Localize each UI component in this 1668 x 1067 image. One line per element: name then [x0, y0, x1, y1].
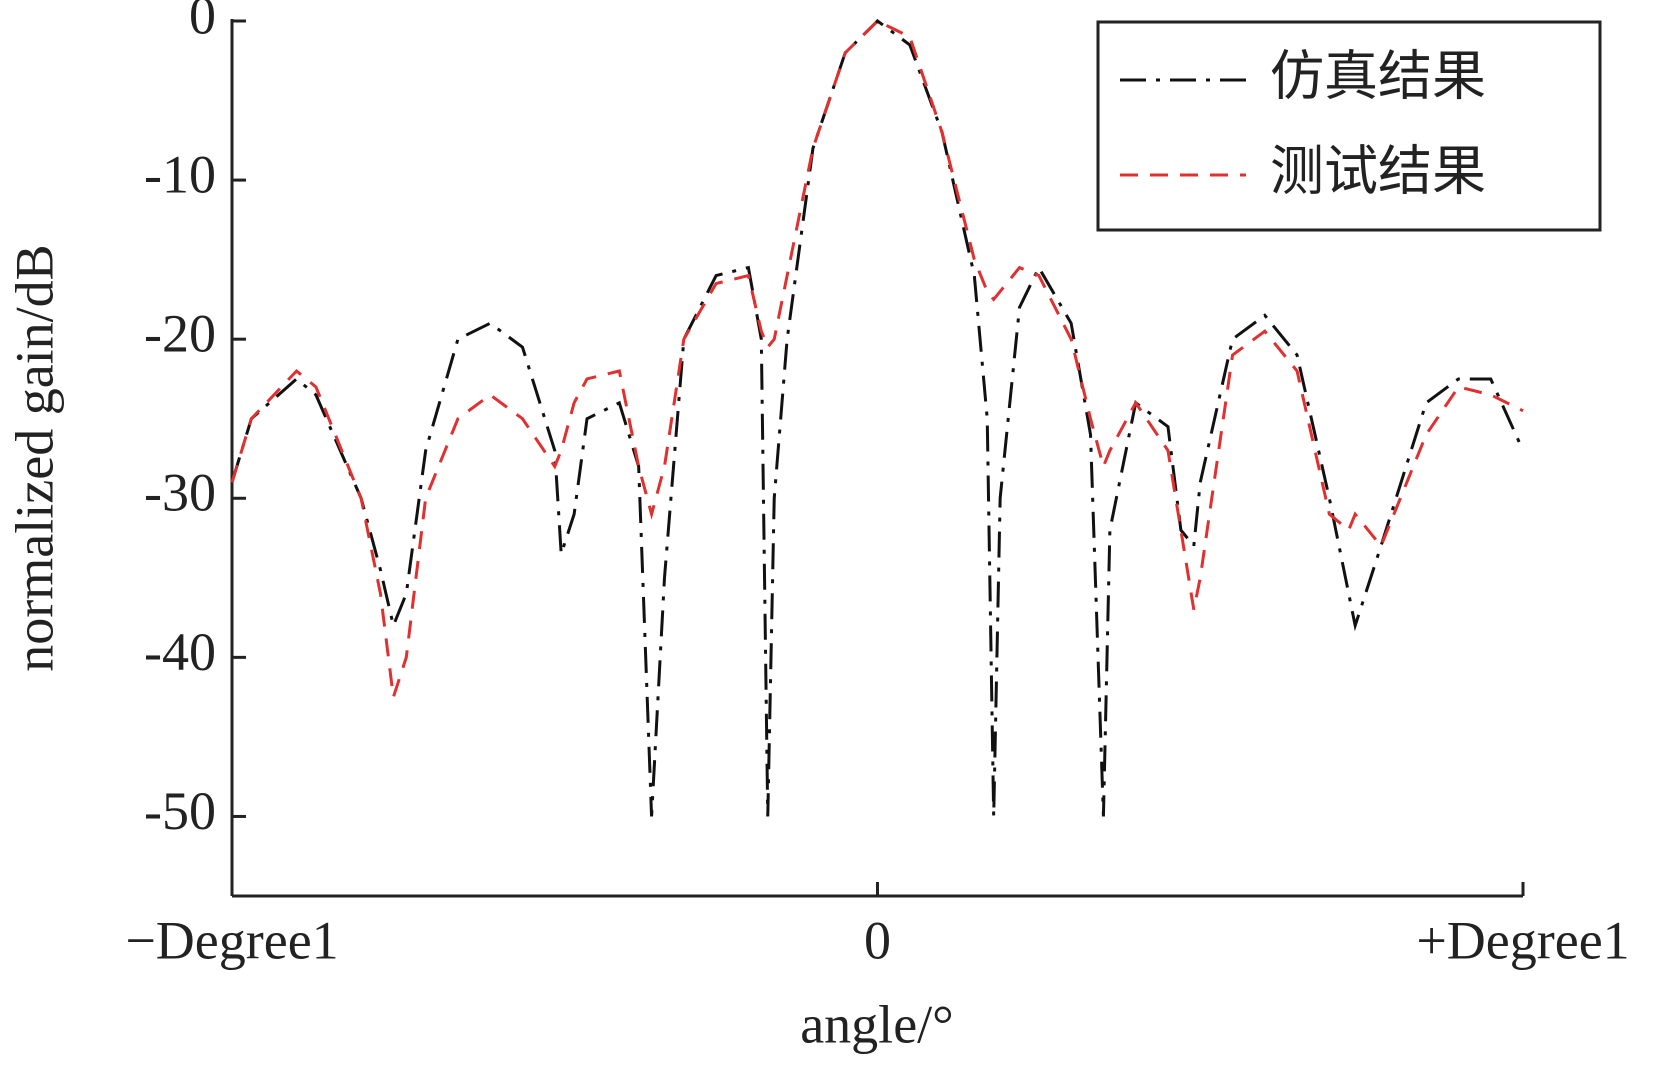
data-line: [230, 19, 1524, 698]
x-tick-label: +Degree1: [1416, 910, 1629, 970]
data-line: [230, 19, 1525, 817]
y-axis-label: normalized gain/dB: [4, 244, 64, 671]
y-tick-label: -10: [144, 144, 216, 204]
x-tick-label: −Degree1: [125, 910, 338, 970]
y-tick-label: 0: [189, 0, 216, 45]
y-tick-label: -40: [144, 622, 216, 682]
legend-label: 测试结果: [1270, 140, 1486, 203]
y-tick-label: -30: [144, 463, 216, 523]
y-tick-label: -50: [144, 781, 216, 841]
legend-label: 仿真结果: [1270, 45, 1486, 108]
x-tick-label: 0: [864, 910, 891, 970]
legend-box: [1096, 20, 1602, 232]
y-tick-label: -20: [144, 304, 216, 364]
x-axis-label: angle/°: [800, 994, 954, 1054]
